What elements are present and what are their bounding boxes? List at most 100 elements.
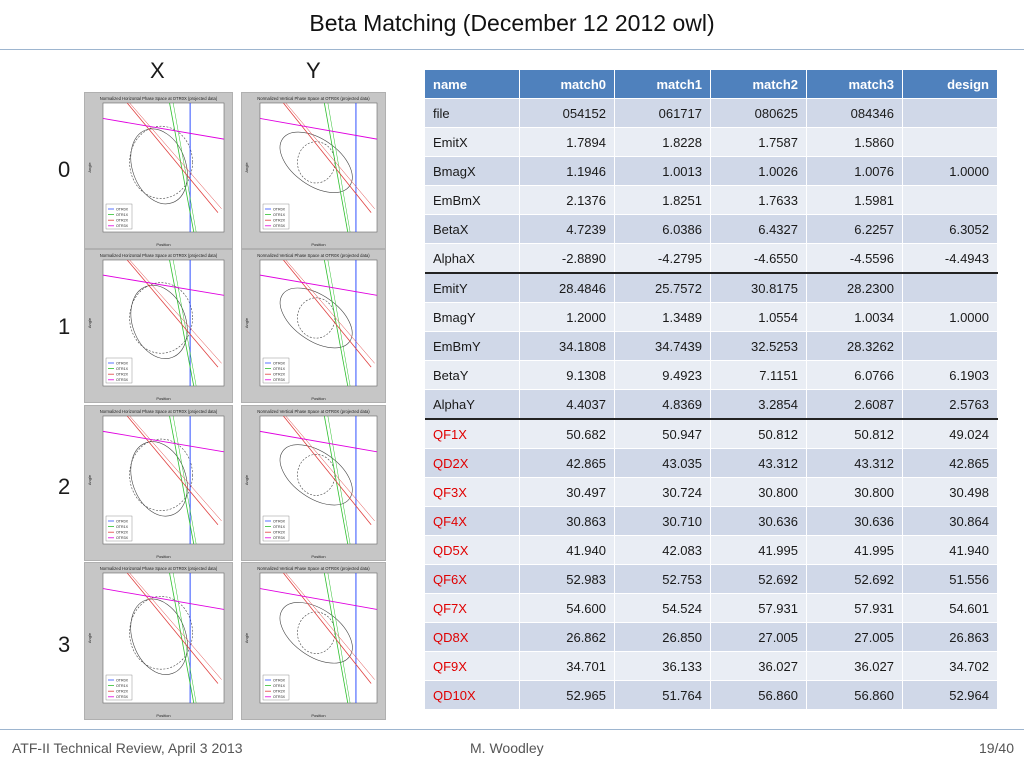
row-label: QD10X (425, 680, 520, 709)
otr2x-line (129, 260, 222, 364)
table-cell: 6.3052 (902, 214, 998, 244)
table-cell: 26.863 (902, 622, 998, 652)
row-label: QF6X (425, 564, 520, 594)
row-label: AlphaX (425, 243, 520, 273)
legend-entry: OTR1X (273, 525, 286, 529)
table-cell: 4.7239 (519, 214, 615, 244)
otr1x-line (323, 260, 349, 386)
row-label: AlphaY (425, 389, 520, 419)
table-cell: 28.3262 (806, 331, 903, 361)
table-cell: 30.8175 (710, 272, 807, 303)
table-cell: 1.0000 (902, 156, 998, 186)
table-cell: 36.027 (806, 651, 903, 681)
table-cell: 30.864 (902, 506, 998, 536)
otr1x-line (323, 573, 349, 703)
table-row: QF4X 30.863 30.710 30.636 30.636 30.864 (425, 506, 998, 536)
table-cell: 34.7439 (614, 331, 711, 361)
phase-space-plot-y-2: Normalized Vertical Phase Space at OTR0X… (241, 405, 386, 561)
row-label: BetaY (425, 360, 520, 390)
table-row: file 054152 061717 080625 084346 (425, 98, 998, 128)
table-cell: 1.0554 (710, 302, 807, 332)
row-label: QF9X (425, 651, 520, 681)
legend-entry: OTR3X (116, 536, 129, 540)
table-cell (902, 272, 998, 303)
table-cell: 28.2300 (806, 272, 903, 303)
table-cell: 54.524 (614, 593, 711, 623)
footer-divider (0, 729, 1024, 730)
otr1x-line (327, 260, 351, 386)
table-cell: 54.600 (519, 593, 615, 623)
table-cell: 43.312 (806, 448, 903, 478)
table-cell: -4.6550 (710, 243, 807, 273)
otr1x-line (323, 103, 349, 232)
otr3x-line (103, 430, 224, 453)
otr2x-line (283, 103, 372, 213)
table-cell: 1.7633 (710, 185, 807, 215)
otr3x-line (260, 274, 377, 296)
column-header-match1: match1 (614, 70, 711, 99)
table-cell: 084346 (806, 98, 903, 128)
table-cell: 34.1808 (519, 331, 615, 361)
table-row: QD2X 42.865 43.035 43.312 43.312 42.865 (425, 448, 998, 478)
legend-entry: OTR0X (273, 361, 286, 365)
table-cell: -4.5596 (806, 243, 903, 273)
table-cell (902, 185, 998, 215)
otr2x-line (126, 260, 219, 368)
otr1x-line (327, 573, 351, 703)
table-cell: 34.702 (902, 651, 998, 681)
legend-entry: OTR3X (273, 695, 286, 699)
y-axis-label: Angle (244, 317, 249, 328)
table-cell: 50.682 (519, 418, 615, 449)
plot-title: Normalized Horizontal Phase Space at OTR… (100, 566, 218, 571)
table-row: BmagX 1.1946 1.0013 1.0026 1.0076 1.0000 (425, 156, 998, 186)
table-row: AlphaY 4.4037 4.8369 3.2854 2.6087 2.5763 (425, 389, 998, 419)
otr2x-line (285, 260, 375, 364)
otr2x-line (129, 573, 222, 680)
table-cell: 4.4037 (519, 389, 615, 419)
plot-title: Normalized Horizontal Phase Space at OTR… (100, 253, 218, 258)
otr1x-line (323, 416, 349, 544)
row-head-2: 2 (58, 474, 71, 499)
otr2x-line (129, 103, 222, 209)
phase-space-plot-y-3: Normalized Vertical Phase Space at OTR0X… (241, 562, 386, 720)
otr1x-line (169, 260, 195, 386)
column-head-y: Y (306, 58, 321, 83)
table-cell: 57.931 (710, 593, 807, 623)
table-cell: -4.2795 (614, 243, 711, 273)
table-cell: 52.692 (710, 564, 807, 594)
x-axis-label: Position (156, 554, 170, 559)
table-header-row: name match0 match1 match2 match3 design (425, 70, 998, 99)
table-cell: 054152 (519, 98, 615, 128)
table-cell (902, 127, 998, 157)
table-cell: 1.0013 (614, 156, 711, 186)
table-cell: 1.8251 (614, 185, 711, 215)
legend-entry: OTR2X (273, 373, 286, 377)
table-cell: 1.2000 (519, 302, 615, 332)
legend-entry: OTR2X (116, 219, 129, 223)
table-row: BmagY 1.2000 1.3489 1.0554 1.0034 1.0000 (425, 302, 998, 332)
otr3x-line (103, 588, 224, 610)
legend-entry: OTR0X (273, 207, 286, 211)
row-head-0: 0 (58, 157, 71, 182)
table-cell: 6.1903 (902, 360, 998, 390)
table-cell (902, 98, 998, 128)
slide-title: Beta Matching (December 12 2012 owl) (309, 10, 715, 36)
table-cell: 30.710 (614, 506, 711, 536)
plot-legend (262, 357, 290, 384)
table-cell: 34.701 (519, 651, 615, 681)
x-axis-label: Position (156, 242, 170, 247)
table-cell (902, 331, 998, 361)
y-axis-label: Angle (87, 162, 92, 173)
column-header-match2: match2 (710, 70, 807, 99)
otr2x-line (285, 573, 375, 680)
beam-ellipse (130, 284, 188, 359)
plot-legend (105, 515, 133, 542)
row-label: BetaX (425, 214, 520, 244)
row-label: BmagY (425, 302, 520, 332)
table-cell: 30.497 (519, 477, 615, 507)
beta-matching-table: name match0 match1 match2 match3 design file 0… (425, 70, 998, 709)
table-cell: 2.1376 (519, 185, 615, 215)
otr2x-line (283, 573, 372, 684)
table-row: BetaX 4.7239 6.0386 6.4327 6.2257 6.3052 (425, 214, 998, 244)
otr1x-line (172, 573, 197, 703)
